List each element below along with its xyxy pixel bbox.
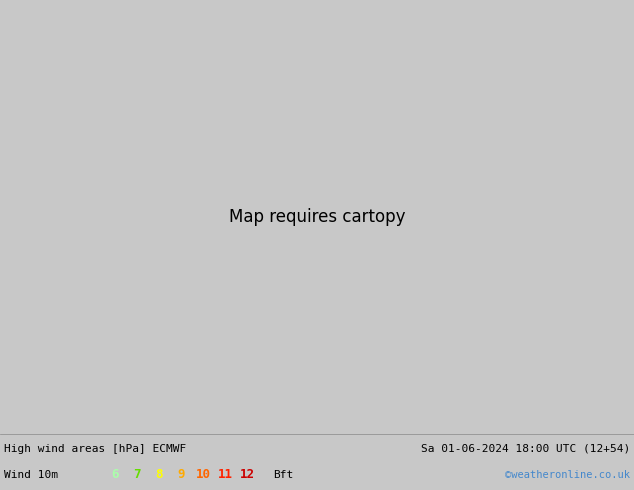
Text: Sa 01-06-2024 18:00 UTC (12+54): Sa 01-06-2024 18:00 UTC (12+54) bbox=[421, 444, 630, 454]
Text: 9: 9 bbox=[178, 468, 184, 481]
Text: Bft: Bft bbox=[273, 470, 294, 480]
Text: High wind areas [hPa] ECMWF: High wind areas [hPa] ECMWF bbox=[4, 444, 186, 454]
Text: 8: 8 bbox=[155, 468, 163, 481]
Text: 10: 10 bbox=[195, 468, 210, 481]
Text: 6: 6 bbox=[111, 468, 119, 481]
Text: 12: 12 bbox=[240, 468, 254, 481]
Text: ©weatheronline.co.uk: ©weatheronline.co.uk bbox=[505, 470, 630, 480]
Text: 7: 7 bbox=[133, 468, 141, 481]
Text: Wind 10m: Wind 10m bbox=[4, 470, 58, 480]
Text: 11: 11 bbox=[217, 468, 233, 481]
Text: Map requires cartopy: Map requires cartopy bbox=[229, 208, 405, 226]
